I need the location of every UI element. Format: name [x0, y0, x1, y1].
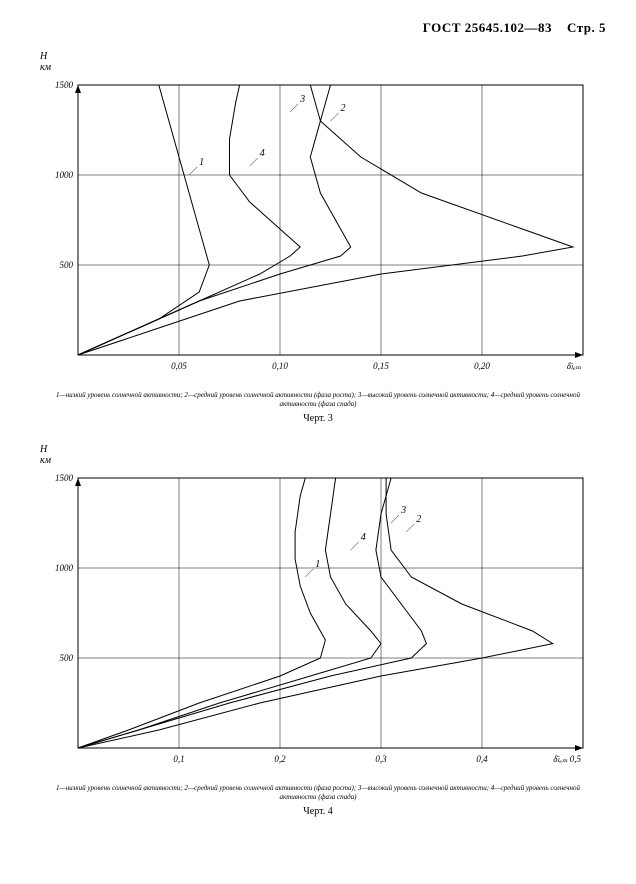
standard-code: ГОСТ 25645.102—83	[423, 20, 552, 35]
chart3-y-label: H км	[40, 51, 606, 73]
svg-text:0,3: 0,3	[375, 754, 387, 764]
svg-text:1500: 1500	[55, 80, 74, 90]
svg-text:0,05: 0,05	[171, 361, 187, 371]
svg-text:1000: 1000	[55, 170, 74, 180]
chart-3-block: H км 500 1000 1500 0,05 0,10 0,15 0,20 δ̄ₗₑₘ 1 2 3…	[30, 51, 606, 424]
svg-text:1: 1	[199, 157, 204, 168]
page-number: Стр. 5	[567, 20, 606, 35]
svg-text:δ̄ₗₑₘ 0,5: δ̄ₗₑₘ 0,5	[553, 754, 581, 764]
page-header: ГОСТ 25645.102—83 Стр. 5	[30, 20, 606, 36]
svg-text:0,4: 0,4	[476, 754, 488, 764]
chart4-caption: 1—низкий уровень солнечной активности; 2…	[30, 784, 606, 802]
chart4-y-label: H км	[40, 444, 606, 466]
svg-text:3: 3	[400, 505, 406, 516]
chart3-fig-label: Черт. 3	[30, 413, 606, 424]
svg-text:0,2: 0,2	[274, 754, 286, 764]
svg-text:500: 500	[60, 653, 74, 663]
svg-text:4: 4	[260, 148, 265, 159]
chart-4-block: H км 500 1000 1500 0,1 0,2 0,3 0,4 δ̄ₗₑₘ 0,5 1 23…	[30, 444, 606, 817]
chart3-caption: 1—низкий уровень солнечной активности; 2…	[30, 391, 606, 409]
svg-text:δ̄ₗₑₘ: δ̄ₗₑₘ	[567, 361, 582, 371]
chart4-svg: 500 1000 1500 0,1 0,2 0,3 0,4 δ̄ₗₑₘ 0,5 1 23 4	[38, 468, 598, 778]
svg-text:0,1: 0,1	[173, 754, 184, 764]
svg-text:4: 4	[361, 532, 366, 543]
svg-text:1: 1	[315, 559, 320, 570]
svg-text:0,20: 0,20	[474, 361, 490, 371]
svg-text:3: 3	[299, 94, 305, 105]
chart3-svg: 500 1000 1500 0,05 0,10 0,15 0,20 δ̄ₗₑₘ 1 2 3 4	[38, 75, 598, 385]
svg-text:1000: 1000	[55, 563, 74, 573]
svg-text:500: 500	[60, 260, 74, 270]
svg-text:0,15: 0,15	[373, 361, 389, 371]
chart4-fig-label: Черт. 4	[30, 806, 606, 817]
svg-text:2: 2	[416, 514, 421, 525]
svg-text:1500: 1500	[55, 473, 74, 483]
svg-text:0,10: 0,10	[272, 361, 288, 371]
svg-text:2: 2	[341, 103, 346, 114]
